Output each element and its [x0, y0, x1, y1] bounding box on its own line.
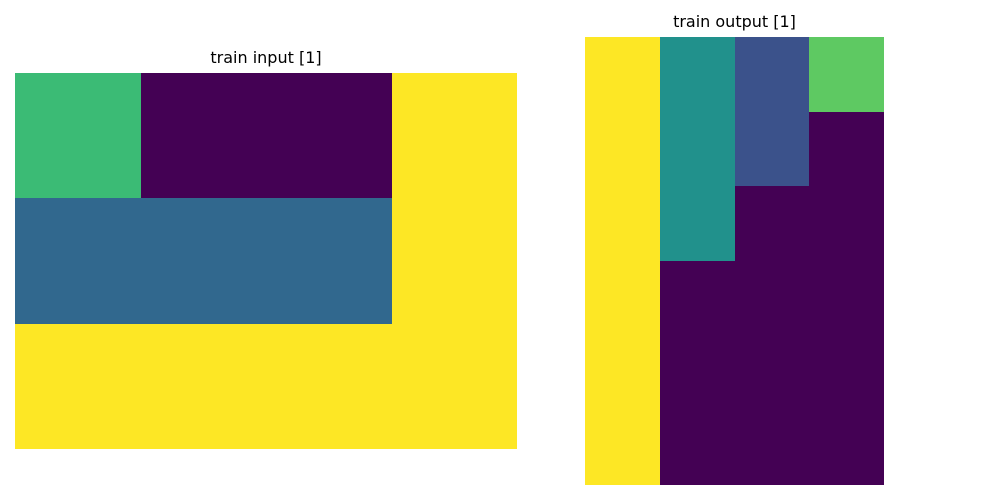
- grid-cell: [659, 410, 735, 485]
- grid-cell: [266, 323, 392, 449]
- grid-cell: [734, 111, 810, 187]
- output-panel-title: train output [1]: [673, 12, 796, 31]
- grid-cell: [266, 198, 392, 324]
- grid-cell: [585, 335, 660, 411]
- grid-cell: [659, 111, 735, 187]
- grid-cell: [809, 410, 884, 485]
- grid-cell: [659, 186, 735, 261]
- grid-cell: [585, 186, 660, 261]
- grid-cell: [391, 73, 517, 199]
- grid-cell: [15, 73, 141, 199]
- grid-cell: [585, 260, 660, 336]
- grid-cell: [809, 260, 884, 336]
- grid-cell: [140, 198, 266, 324]
- grid-cell: [659, 335, 735, 411]
- grid-cell: [659, 37, 735, 112]
- grid-cell: [140, 323, 266, 449]
- grid-cell: [140, 73, 266, 199]
- grid-cell: [809, 111, 884, 187]
- grid-cell: [809, 37, 884, 112]
- grid-cell: [734, 260, 810, 336]
- input-panel-title: train input [1]: [210, 48, 322, 67]
- grid-cell: [659, 260, 735, 336]
- grid-cell: [734, 186, 810, 261]
- grid-cell: [266, 73, 392, 199]
- grid-cell: [15, 323, 141, 449]
- grid-cell: [15, 198, 141, 324]
- input-grid: [15, 73, 517, 449]
- grid-cell: [734, 335, 810, 411]
- grid-cell: [734, 37, 810, 112]
- output-grid: [585, 37, 884, 485]
- grid-cell: [585, 37, 660, 112]
- grid-cell: [809, 186, 884, 261]
- grid-cell: [391, 198, 517, 324]
- grid-cell: [734, 410, 810, 485]
- grid-cell: [391, 323, 517, 449]
- grid-cell: [585, 410, 660, 485]
- grid-cell: [809, 335, 884, 411]
- grid-cell: [585, 111, 660, 187]
